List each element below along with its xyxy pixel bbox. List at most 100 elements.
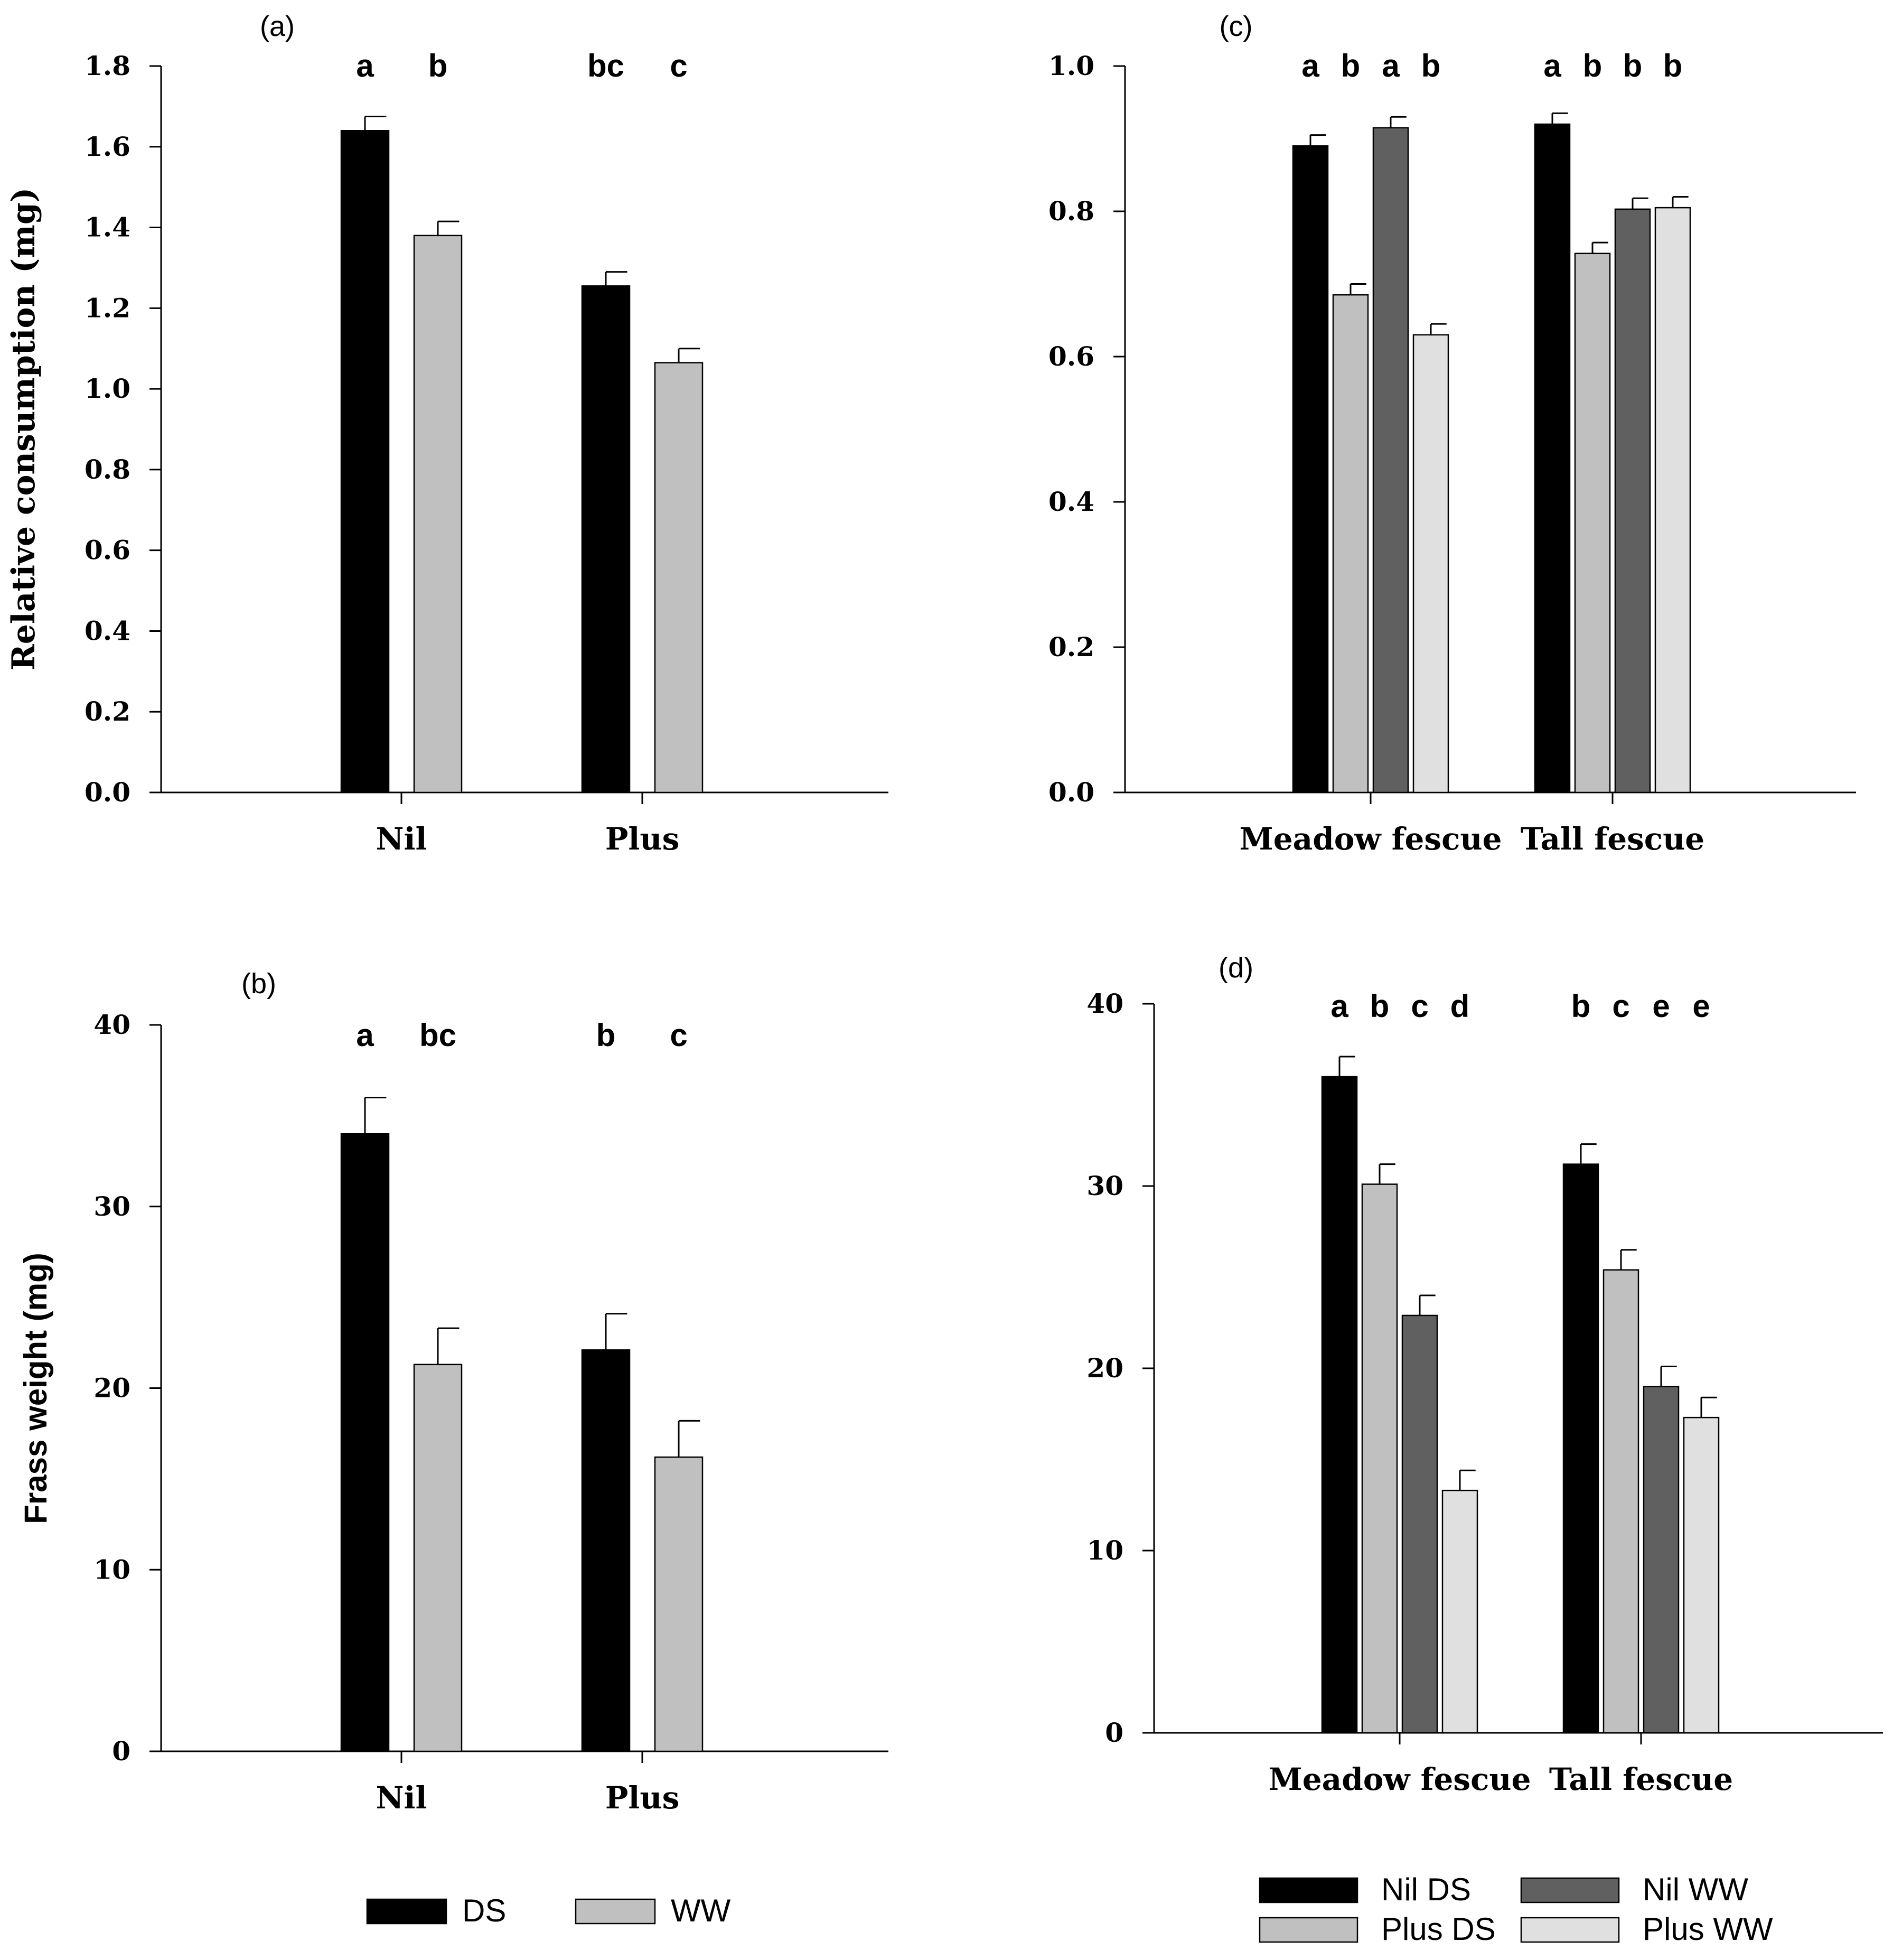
y-tick-label: 0.6 — [85, 535, 130, 566]
bar — [1534, 123, 1571, 794]
bar — [413, 1364, 463, 1752]
legend-label: Nil WW — [1643, 1872, 1748, 1907]
bar — [1401, 1314, 1438, 1734]
bar — [1654, 207, 1691, 794]
significance-letter: a — [356, 48, 374, 83]
bar — [1614, 208, 1651, 794]
x-tick-label: Plus — [605, 821, 679, 857]
legend-swatch — [366, 1898, 447, 1925]
significance-letter: b — [1571, 988, 1591, 1024]
chart-panel-a: 0.0 0.2 0.4 0.6 0.8 1.0 1.2 1.4 1.6 1.8 (a) Relativ… — [5, 11, 888, 857]
significance-letter: c — [1612, 988, 1629, 1024]
panel-label: (c) — [1220, 11, 1253, 42]
y-tick-label: 0.4 — [1048, 486, 1094, 517]
panel-label: (d) — [1219, 952, 1253, 984]
bar — [1412, 334, 1449, 794]
significance-letter: bc — [419, 1018, 456, 1053]
legend-swatch — [1520, 1917, 1620, 1943]
y-axis-title: Frass weight (mg) — [18, 1253, 53, 1524]
y-tick-label: 0.0 — [1048, 777, 1094, 808]
bar — [1441, 1489, 1478, 1734]
y-tick-label: 0.8 — [1048, 195, 1094, 227]
significance-letter: b — [1663, 48, 1683, 83]
bar — [581, 285, 631, 794]
y-tick-label: 20 — [1086, 1352, 1123, 1384]
y-tick-label: 10 — [1086, 1535, 1123, 1566]
x-tick-label: Plus — [605, 1780, 679, 1816]
y-tick-label: 0 — [112, 1735, 130, 1767]
bar — [1603, 1269, 1639, 1734]
legend-label: Plus WW — [1643, 1911, 1773, 1947]
bar — [1574, 253, 1611, 794]
x-tick-label: Meadow fescue — [1269, 1761, 1531, 1797]
legend-label: Plus DS — [1381, 1911, 1496, 1947]
significance-letter: b — [1421, 48, 1441, 83]
y-tick-label: 0.0 — [85, 777, 130, 808]
legend-swatch — [1259, 1877, 1358, 1903]
bar — [1361, 1183, 1398, 1734]
significance-letter: c — [670, 1018, 687, 1053]
y-tick-label: 0.4 — [85, 615, 130, 646]
x-tick-label: Tall fescue — [1549, 1761, 1733, 1797]
significance-letter: a — [1543, 48, 1561, 83]
y-axis-title: Relative consumption (mg) — [5, 188, 42, 670]
significance-letter: a — [1382, 48, 1400, 83]
significance-letter: c — [670, 48, 687, 83]
legend-left: DS WW — [366, 1893, 731, 1928]
y-tick-label: 40 — [93, 1009, 130, 1040]
x-tick-label: Tall fescue — [1521, 821, 1704, 857]
significance-letter: d — [1450, 988, 1470, 1024]
y-tick-label: 1.0 — [85, 373, 130, 404]
significance-letter: b — [1341, 48, 1361, 83]
legend-label: Nil DS — [1381, 1872, 1471, 1907]
bar — [1332, 294, 1369, 794]
significance-letter: c — [1411, 988, 1428, 1024]
y-tick-label: 1.8 — [85, 50, 130, 81]
bar — [1372, 127, 1409, 794]
significance-letter: b — [1623, 48, 1643, 83]
x-tick-label: Nil — [376, 821, 427, 857]
y-tick-label: 20 — [93, 1373, 130, 1404]
bar — [1321, 1076, 1358, 1734]
significance-letter: e — [1652, 988, 1670, 1024]
y-tick-label: 1.4 — [85, 212, 130, 243]
bar — [1562, 1163, 1599, 1734]
bar — [581, 1349, 631, 1752]
significance-letter: bc — [587, 48, 624, 83]
y-tick-label: 1.2 — [85, 292, 130, 323]
y-tick-label: 0.6 — [1048, 341, 1094, 372]
bar — [413, 235, 463, 794]
bar — [654, 1456, 704, 1752]
legend-swatch — [575, 1898, 656, 1925]
y-tick-label: 40 — [1086, 988, 1123, 1019]
legend-right: Nil DS Nil WW Plus DS Plus WW — [1259, 1872, 1773, 1947]
significance-letter: b — [596, 1018, 616, 1053]
legend-swatch — [1520, 1877, 1620, 1903]
significance-letter: b — [1583, 48, 1603, 83]
x-tick-label: Meadow fescue — [1240, 821, 1502, 857]
significance-letter: a — [1301, 48, 1319, 83]
y-tick-label: 30 — [1086, 1170, 1123, 1201]
significance-letter: b — [1370, 988, 1390, 1024]
bar — [1643, 1386, 1680, 1734]
y-tick-label: 0.8 — [85, 454, 130, 485]
x-tick-label: Nil — [376, 1780, 427, 1816]
bar — [1683, 1416, 1720, 1734]
significance-letter: b — [428, 48, 448, 83]
y-tick-label: 0.2 — [85, 696, 130, 727]
significance-letter: a — [1330, 988, 1348, 1024]
y-tick-label: 30 — [93, 1191, 130, 1222]
bar — [1292, 145, 1329, 794]
significance-letter: a — [356, 1018, 374, 1053]
bar — [340, 1133, 390, 1752]
panel-label: (a) — [260, 11, 295, 42]
significance-letter: e — [1692, 988, 1710, 1024]
y-tick-label: 1.6 — [85, 131, 130, 162]
panel-label: (b) — [241, 968, 276, 1000]
legend-swatch — [1259, 1917, 1358, 1943]
y-tick-label: 10 — [93, 1554, 130, 1585]
